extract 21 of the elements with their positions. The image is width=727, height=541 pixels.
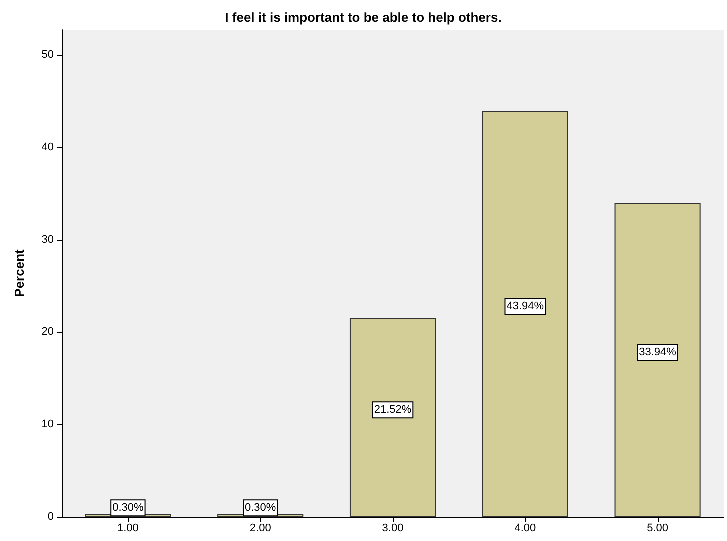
y-tick-label: 40 xyxy=(42,141,54,154)
x-tick-label: 2.00 xyxy=(250,522,272,534)
x-tick-label: 5.00 xyxy=(647,522,669,534)
x-tick-label: 1.00 xyxy=(117,522,139,534)
bar xyxy=(614,203,701,517)
y-tick-label: 10 xyxy=(42,418,54,431)
data-label: 43.94% xyxy=(506,300,544,312)
data-label: 33.94% xyxy=(639,346,677,359)
bar xyxy=(350,318,436,517)
y-tick-label: 20 xyxy=(42,326,54,338)
data-label: 0.30% xyxy=(245,502,276,514)
x-tick-label: 3.00 xyxy=(382,522,404,534)
y-axis-title: Percent xyxy=(12,248,27,298)
data-label: 0.30% xyxy=(112,502,144,514)
y-tick-label: 50 xyxy=(42,48,54,61)
x-tick-label: 4.00 xyxy=(514,522,536,534)
bar xyxy=(482,110,568,517)
chart-title: I feel it is important to be able to help others. xyxy=(225,10,502,25)
y-tick-label: 0 xyxy=(48,511,54,523)
y-tick-label: 30 xyxy=(42,234,54,246)
data-label: 21.52% xyxy=(374,404,412,416)
